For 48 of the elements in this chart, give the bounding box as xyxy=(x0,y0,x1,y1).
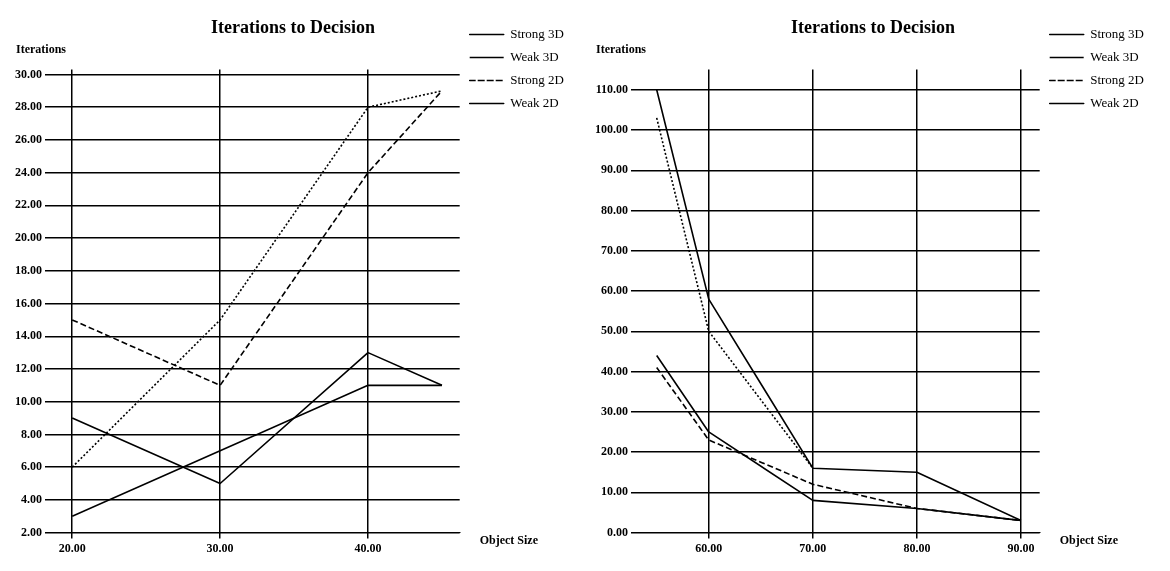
y-tick-label: 100.00 xyxy=(595,122,628,137)
y-tick-label: 30.00 xyxy=(15,66,42,81)
y-tick-label: 20.00 xyxy=(601,444,628,459)
y-tick-label: 18.00 xyxy=(15,262,42,277)
legend-label: Weak 3D xyxy=(510,48,559,64)
legend-label: Weak 3D xyxy=(1090,48,1139,64)
legend-label: Strong 2D xyxy=(510,71,564,87)
y-tick-label: 10.00 xyxy=(15,393,42,408)
y-tick-label: 10.00 xyxy=(601,484,628,499)
y-tick-label: 14.00 xyxy=(15,328,42,343)
y-tick-label: 90.00 xyxy=(601,162,628,177)
y-tick-label: 6.00 xyxy=(21,459,42,474)
y-tick-label: 2.00 xyxy=(21,524,42,539)
legend-label: Weak 2D xyxy=(510,94,559,110)
legend-label: Weak 2D xyxy=(1090,94,1139,110)
y-tick-label: 26.00 xyxy=(15,132,42,147)
x-tick-label: 20.00 xyxy=(58,540,86,555)
y-tick-label: 30.00 xyxy=(601,403,628,418)
y-tick-label: 40.00 xyxy=(601,363,628,378)
y-tick-label: 20.00 xyxy=(15,230,42,245)
y-tick-label: 28.00 xyxy=(15,99,42,114)
y-tick-label: 60.00 xyxy=(601,283,628,298)
y-axis-title: Iterations xyxy=(596,41,647,56)
y-tick-label: 110.00 xyxy=(595,81,628,96)
chart-title: Iterations to Decision xyxy=(211,17,375,38)
x-tick-label: 40.00 xyxy=(354,540,382,555)
x-tick-label: 90.00 xyxy=(1007,540,1035,555)
x-axis-title: Object Size xyxy=(479,532,539,547)
x-tick-label: 70.00 xyxy=(799,540,827,555)
legend-label: Strong 3D xyxy=(1090,25,1144,41)
y-tick-label: 8.00 xyxy=(21,426,42,441)
y-tick-label: 24.00 xyxy=(15,164,42,179)
y-tick-label: 4.00 xyxy=(21,491,42,506)
x-tick-label: 30.00 xyxy=(206,540,234,555)
legend-label: Strong 2D xyxy=(1090,71,1144,87)
legend-label: Strong 3D xyxy=(510,25,564,41)
y-tick-label: 16.00 xyxy=(15,295,42,310)
y-tick-label: 70.00 xyxy=(601,242,628,257)
y-tick-label: 22.00 xyxy=(15,197,42,212)
y-tick-label: 0.00 xyxy=(607,524,628,539)
y-tick-label: 50.00 xyxy=(601,323,628,338)
x-axis-title: Object Size xyxy=(1059,532,1119,547)
x-tick-label: 60.00 xyxy=(695,540,723,555)
x-tick-label: 80.00 xyxy=(903,540,931,555)
y-tick-label: 12.00 xyxy=(15,361,42,376)
chart-title: Iterations to Decision xyxy=(791,17,955,38)
y-tick-label: 80.00 xyxy=(601,202,628,217)
y-axis-title: Iterations xyxy=(16,41,67,56)
